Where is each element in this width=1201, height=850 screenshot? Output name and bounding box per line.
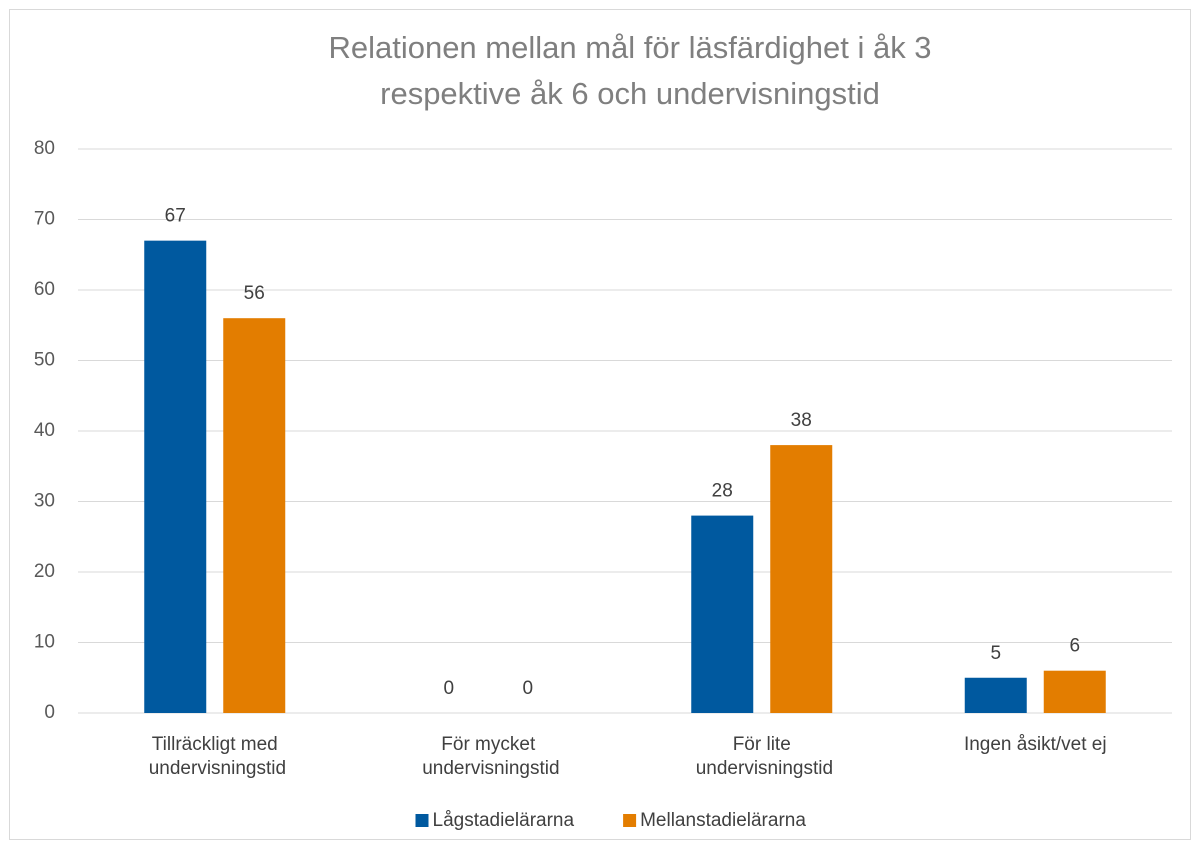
bar bbox=[1043, 670, 1106, 713]
y-tick-label: 0 bbox=[44, 702, 55, 723]
x-tick-label: För lite undervisningstid bbox=[690, 734, 833, 779]
y-tick-label: 10 bbox=[34, 632, 55, 653]
value-label: 0 bbox=[443, 678, 454, 699]
y-tick-label: 30 bbox=[34, 491, 55, 512]
value-label: 28 bbox=[712, 481, 733, 502]
bar bbox=[691, 515, 754, 713]
chart-title: Relationen mellan mål för läsfärdighet i… bbox=[328, 30, 931, 65]
y-tick-label: 40 bbox=[34, 420, 55, 441]
legend-label: Lågstadielärarna bbox=[433, 810, 575, 831]
bar bbox=[964, 677, 1027, 713]
legend-swatch bbox=[415, 814, 429, 827]
bar bbox=[770, 445, 833, 713]
value-label: 67 bbox=[165, 206, 186, 227]
y-tick-label: 60 bbox=[34, 279, 55, 300]
x-tick-label: För mycket undervisningstid bbox=[417, 734, 560, 779]
x-tick-label: Tillräckligt med undervisningstid bbox=[143, 734, 286, 779]
value-label: 0 bbox=[522, 678, 533, 699]
legend-swatch bbox=[623, 814, 637, 827]
legend-label: Mellanstadielärarna bbox=[640, 810, 806, 831]
y-tick-label: 50 bbox=[34, 350, 55, 371]
value-label: 5 bbox=[990, 643, 1001, 664]
value-label: 38 bbox=[791, 410, 812, 431]
bar bbox=[144, 240, 207, 713]
bar bbox=[223, 318, 286, 713]
value-label: 6 bbox=[1069, 636, 1080, 657]
y-tick-label: 70 bbox=[34, 209, 55, 230]
chart-title: respektive åk 6 och undervisningstid bbox=[380, 76, 880, 111]
value-label: 56 bbox=[244, 283, 265, 304]
x-tick-label: Ingen åsikt/vet ej bbox=[964, 734, 1107, 755]
y-tick-label: 20 bbox=[34, 561, 55, 582]
y-tick-label: 80 bbox=[34, 138, 55, 159]
